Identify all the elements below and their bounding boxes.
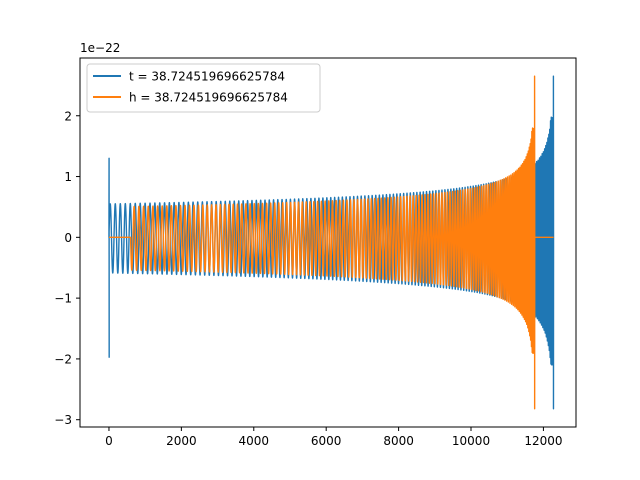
x-axis-ticks: 0 2000 4000 6000 8000 10000 12000 (105, 427, 563, 448)
x-tick-label: 0 (105, 434, 113, 448)
y-tick-label: 2 (64, 109, 72, 123)
y-tick-label: 0 (64, 231, 72, 245)
x-tick-label: 8000 (383, 434, 414, 448)
legend-label-series-2: h = 38.724519696625784 (129, 91, 288, 105)
series-line-1 (108, 75, 555, 410)
legend: t = 38.724519696625784 h = 38.7245196966… (86, 63, 321, 113)
legend-box (86, 63, 321, 113)
y-tick-label: 1 (64, 170, 72, 184)
legend-label-series-1: t = 38.724519696625784 (129, 70, 285, 84)
y-tick-label: −3 (54, 413, 72, 427)
x-tick-label: 2000 (166, 434, 197, 448)
series-line-2 (108, 75, 554, 410)
series-layer (108, 75, 555, 410)
y-axis-ticks: 2 1 0 −1 −2 −3 (54, 109, 80, 427)
x-tick-label: 10000 (452, 434, 490, 448)
axes-frame (79, 57, 577, 428)
y-tick-label: −2 (54, 352, 72, 366)
y-axis-offset-label: 1e−22 (80, 41, 120, 55)
x-tick-label: 12000 (524, 434, 562, 448)
y-tick-label: −1 (54, 292, 72, 306)
x-tick-label: 6000 (311, 434, 342, 448)
x-tick-label: 4000 (239, 434, 270, 448)
